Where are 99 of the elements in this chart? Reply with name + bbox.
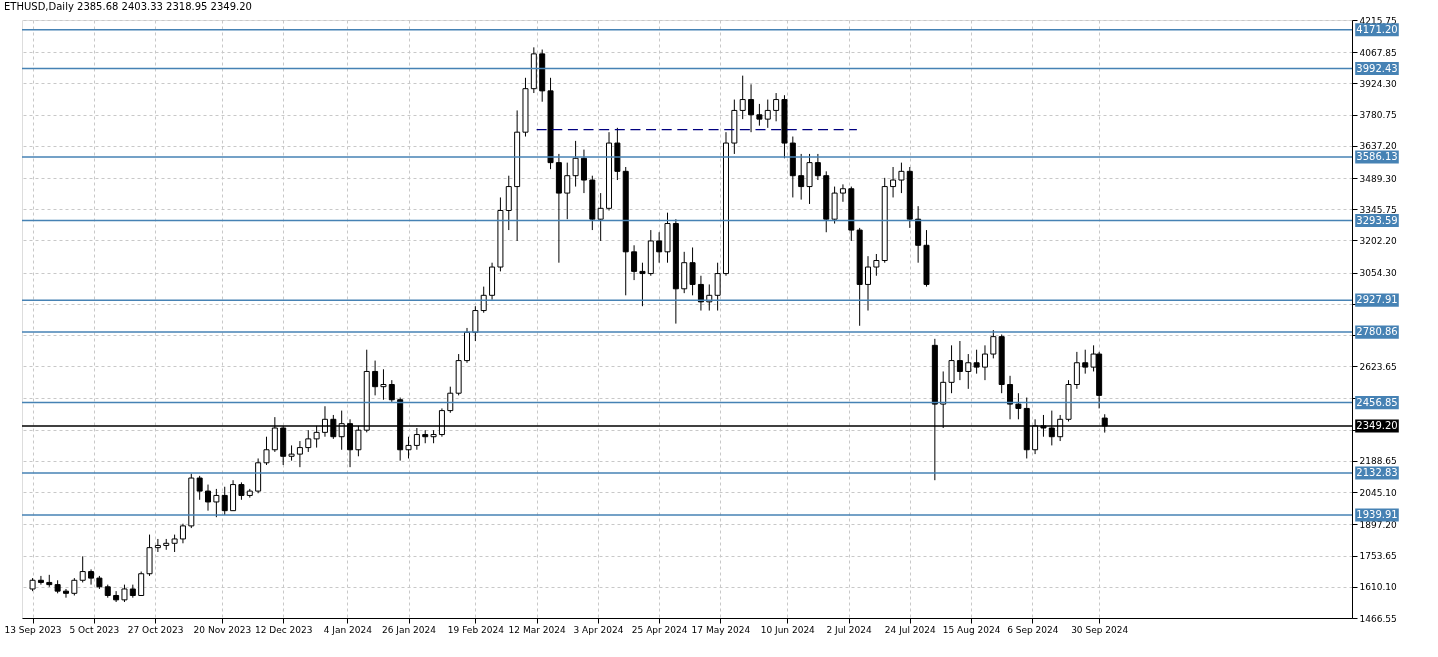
candlestick	[572, 140, 579, 188]
candlestick	[263, 436, 270, 466]
candlestick	[580, 149, 587, 194]
candlestick	[213, 488, 220, 518]
y-tick-label: 3202.20	[1359, 235, 1397, 246]
candlestick	[472, 305, 479, 342]
ref-line-label: 2780.86	[1356, 326, 1398, 338]
ref-line-label: 3992.43	[1356, 62, 1398, 74]
candlestick	[447, 386, 454, 414]
ref-line-label: 4171.20	[1356, 23, 1398, 35]
x-tick-label: 26 Jan 2024	[382, 624, 437, 635]
candlestick	[1073, 351, 1080, 390]
candlestick	[739, 75, 746, 120]
candlestick	[714, 262, 721, 312]
candlestick	[773, 92, 780, 122]
candlestick	[154, 538, 161, 553]
x-tick-label: 10 Jun 2024	[760, 624, 816, 635]
candlestick	[196, 475, 203, 501]
y-tick-label: 1466.55	[1359, 613, 1397, 624]
y-tick-label: 2623.65	[1359, 361, 1397, 372]
candlestick	[990, 329, 997, 359]
x-tick-label: 25 Apr 2024	[631, 624, 688, 635]
x-tick-label: 12 Dec 2023	[254, 624, 313, 635]
x-tick-label: 24 Jul 2024	[884, 624, 937, 635]
y-tick-label: 2045.10	[1359, 487, 1397, 498]
candlestick	[948, 344, 955, 394]
y-tick-label: 3345.75	[1359, 204, 1397, 215]
candlestick	[62, 588, 69, 599]
candlestick	[656, 231, 663, 264]
y-tick-label: 3054.30	[1359, 268, 1397, 279]
candlestick	[814, 153, 821, 181]
candlestick	[505, 175, 512, 231]
candlestick	[764, 99, 771, 129]
candlestick	[689, 246, 696, 296]
x-tick-label: 5 Oct 2023	[69, 624, 120, 635]
candlestick	[756, 103, 763, 127]
x-tick-label: 30 Sep 2024	[1071, 624, 1129, 635]
y-tick-label: 3489.30	[1359, 173, 1397, 184]
candlestick	[205, 484, 212, 512]
ref-line-label: 3293.59	[1356, 214, 1398, 226]
candlestick	[88, 568, 95, 586]
x-tick-label: 12 Mar 2024	[508, 624, 566, 635]
candlestick	[380, 368, 387, 401]
x-tick-label: 13 Sep 2023	[4, 624, 62, 635]
y-tick-label: 2188.65	[1359, 456, 1397, 467]
x-tick-label: 6 Sep 2024	[1007, 624, 1059, 635]
ref-line-label: 2132.83	[1356, 467, 1398, 479]
x-tick-label: 19 Feb 2024	[447, 624, 505, 635]
y-tick-label: 3637.20	[1359, 141, 1397, 152]
candlestick	[37, 575, 44, 586]
candlestick	[305, 429, 312, 453]
candlestick	[388, 379, 395, 403]
candlestick	[113, 590, 120, 603]
candlestick	[564, 162, 571, 220]
x-tick-label: 3 Apr 2024	[573, 624, 624, 635]
ref-line-label: 2456.85	[1356, 396, 1398, 408]
ref-line-label: 2927.91	[1356, 294, 1398, 306]
candlestick	[865, 255, 872, 312]
candlestick	[956, 340, 963, 381]
y-tick-label: 3780.75	[1359, 110, 1397, 121]
y-tick-label: 4215.75	[1359, 15, 1397, 26]
y-tick-label: 1897.20	[1359, 519, 1397, 530]
x-tick-label: 17 May 2024	[691, 624, 751, 635]
y-tick-label: 1753.65	[1359, 551, 1397, 562]
y-tick-label: 3924.30	[1359, 78, 1397, 89]
candlestick	[79, 555, 86, 583]
x-tick-label: 2 Jul 2024	[826, 624, 872, 635]
candlestick	[221, 486, 228, 516]
y-tick-label: 1610.10	[1359, 582, 1397, 593]
candlestick	[973, 349, 980, 375]
candlestick	[138, 571, 145, 596]
candlestick	[806, 153, 813, 205]
ref-line-label: 1939.91	[1356, 509, 1398, 521]
candlestick	[1082, 349, 1089, 375]
candlestick	[296, 440, 303, 468]
candlestick	[965, 353, 972, 390]
candlestick	[372, 360, 379, 396]
candlestick	[798, 153, 805, 201]
candlestick	[890, 166, 897, 198]
candlestick	[179, 523, 186, 544]
candlestick	[748, 83, 755, 133]
candlestick	[981, 344, 988, 381]
x-tick-label: 20 Nov 2023	[193, 624, 252, 635]
candlestick	[1007, 375, 1014, 420]
x-tick-label: 15 Aug 2024	[942, 624, 1001, 635]
ref-line-label: 3586.13	[1356, 150, 1398, 162]
x-tick-label: 4 Jan 2024	[323, 624, 373, 635]
candlestick	[873, 253, 880, 277]
candlestick	[405, 436, 412, 459]
candlestick	[1015, 392, 1022, 420]
chart-title: ETHUSD,Daily 2385.68 2403.33 2318.95 2349.20	[4, 1, 252, 12]
x-tick-label: 27 Oct 2023	[127, 624, 184, 635]
candlestick	[597, 192, 604, 242]
candlestick	[639, 262, 646, 307]
candlestick	[898, 162, 905, 194]
y-tick-label: 4067.85	[1359, 47, 1397, 58]
ref-line-label: 2349.20	[1356, 420, 1398, 432]
candlestick	[839, 183, 846, 203]
candlestick	[631, 244, 638, 281]
